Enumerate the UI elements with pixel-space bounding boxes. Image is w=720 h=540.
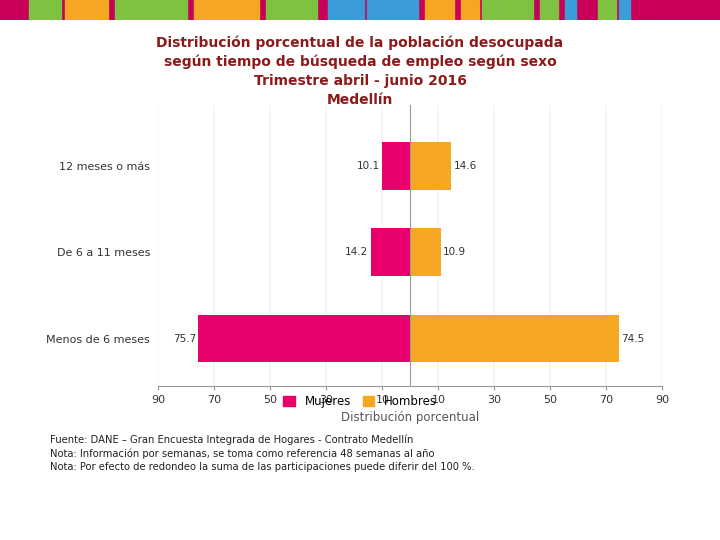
Text: 14.2: 14.2 <box>345 247 369 257</box>
Bar <box>367 0 418 20</box>
Bar <box>482 0 533 20</box>
Bar <box>194 0 259 20</box>
Text: 14.6: 14.6 <box>454 161 477 171</box>
Bar <box>425 0 454 20</box>
Text: Nota: Información por semanas, se toma como referencia 48 semanas al año: Nota: Información por semanas, se toma c… <box>50 448 435 458</box>
Bar <box>461 0 479 20</box>
Bar <box>199 315 410 362</box>
Bar <box>371 228 410 276</box>
X-axis label: Distribución porcentual: Distribución porcentual <box>341 411 480 424</box>
Bar <box>115 0 187 20</box>
Text: Nota: Por efecto de redondeo la suma de las participaciones puede diferir del 10: Nota: Por efecto de redondeo la suma de … <box>50 462 475 472</box>
Bar <box>565 0 576 20</box>
Text: 10.1: 10.1 <box>356 161 380 171</box>
Text: 75.7: 75.7 <box>173 334 196 343</box>
Bar <box>619 0 630 20</box>
Text: Distribución porcentual de la población desocupada
según tiempo de búsqueda de e: Distribución porcentual de la población … <box>156 35 564 107</box>
Bar <box>29 0 61 20</box>
Bar <box>540 0 558 20</box>
Bar <box>410 142 451 190</box>
Bar <box>410 228 441 276</box>
Text: Fuente: DANE – Gran Encuesta Integrada de Hogares - Contrato Medellín: Fuente: DANE – Gran Encuesta Integrada d… <box>50 435 414 445</box>
Bar <box>65 0 108 20</box>
Bar <box>328 0 364 20</box>
Legend: Mujeres, Hombres: Mujeres, Hombres <box>279 390 441 413</box>
Bar <box>266 0 317 20</box>
Bar <box>382 142 410 190</box>
Text: 10.9: 10.9 <box>443 247 467 257</box>
Bar <box>410 315 619 362</box>
Bar <box>598 0 616 20</box>
Text: 74.5: 74.5 <box>621 334 644 343</box>
